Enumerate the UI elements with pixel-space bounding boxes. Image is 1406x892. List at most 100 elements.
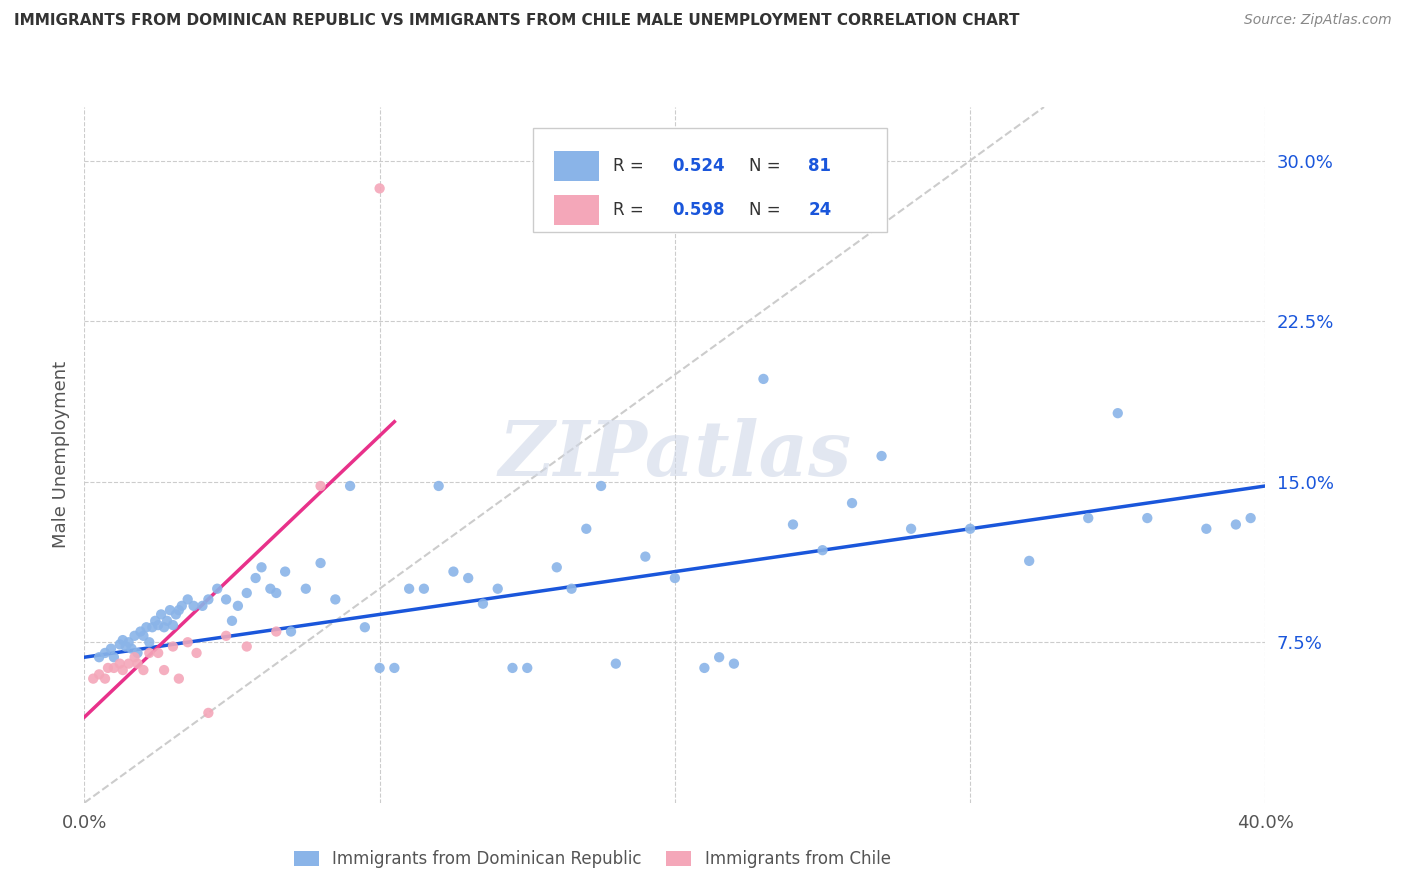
Point [167,672,190,686]
Text: R =: R = [613,201,650,219]
Point [138,635,160,649]
Point [634,549,657,564]
Point [486,582,509,596]
Point [441,565,464,579]
Point [148,618,170,632]
Point [183,599,205,613]
Point [191,599,214,613]
Point [264,624,288,639]
Point [309,479,332,493]
Point [501,661,523,675]
Point [560,582,583,596]
Point [457,571,479,585]
Point [1225,517,1247,532]
Point [280,624,302,639]
Point [108,657,131,671]
Text: IMMIGRANTS FROM DOMINICAN REPUBLIC VS IMMIGRANTS FROM CHILE MALE UNEMPLOYMENT CO: IMMIGRANTS FROM DOMINICAN REPUBLIC VS IM… [14,13,1019,29]
Point [124,650,146,665]
Point [1136,511,1159,525]
Point [959,522,981,536]
Point [516,661,538,675]
Text: Source: ZipAtlas.com: Source: ZipAtlas.com [1244,13,1392,28]
Text: ZIPatlas: ZIPatlas [498,418,852,491]
Point [245,571,267,585]
Point [186,646,208,660]
Point [121,641,143,656]
Point [235,586,259,600]
Point [472,597,495,611]
Point [148,646,170,660]
Point [94,672,117,686]
Point [103,661,125,675]
Text: N =: N = [749,201,786,219]
Point [162,618,184,632]
Point [82,672,104,686]
Point [221,614,243,628]
Point [250,560,273,574]
Point [127,657,149,671]
Point [1018,554,1040,568]
Text: 0.524: 0.524 [672,157,725,175]
Point [177,635,200,649]
Point [1240,511,1263,525]
Point [841,496,863,510]
Point [108,637,131,651]
Point [114,640,136,654]
Point [159,603,181,617]
Point [111,663,134,677]
Point [1077,511,1099,525]
Point [368,661,391,675]
Point [138,646,160,660]
Point [1107,406,1129,420]
Point [153,620,176,634]
Point [259,582,281,596]
Text: 24: 24 [808,201,831,219]
Point [143,614,166,628]
Point [693,661,716,675]
Point [170,599,193,613]
Point [723,657,745,671]
Point [900,522,922,536]
Point [235,640,259,654]
Point [1195,522,1218,536]
Point [264,586,288,600]
Legend: Immigrants from Dominican Republic, Immigrants from Chile: Immigrants from Dominican Republic, Immi… [287,843,897,874]
Point [605,657,627,671]
Point [153,663,176,677]
FancyBboxPatch shape [554,194,599,226]
Point [87,667,111,681]
Point [167,603,190,617]
Point [127,646,149,660]
Point [870,449,893,463]
Point [215,629,238,643]
Point [323,592,347,607]
Point [141,620,163,634]
Point [398,582,420,596]
Point [177,592,200,607]
Point [124,629,146,643]
Point [339,479,361,493]
Point [709,650,731,665]
Text: 0.598: 0.598 [672,201,725,219]
Text: R =: R = [613,157,650,175]
Point [295,582,318,596]
Point [197,706,219,720]
Point [197,592,219,607]
Point [413,582,436,596]
Point [118,657,141,671]
Point [752,372,775,386]
Point [94,646,117,660]
Text: 81: 81 [808,157,831,175]
Point [382,661,406,675]
Point [103,650,125,665]
Point [132,663,155,677]
Point [546,560,568,574]
FancyBboxPatch shape [554,151,599,181]
Point [150,607,173,622]
Point [162,640,184,654]
Point [205,582,228,596]
Point [368,181,391,195]
Point [87,650,111,665]
Point [354,620,377,634]
Point [309,556,332,570]
